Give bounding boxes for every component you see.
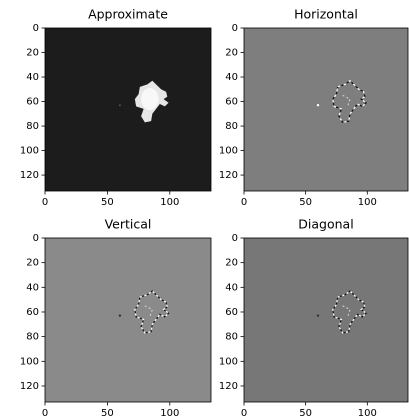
x-tick-label: 50: [101, 197, 114, 208]
y-tick-label: 80: [26, 121, 39, 132]
image-speck: [316, 103, 320, 107]
y-tick-label: 40: [225, 282, 238, 293]
axes-frame: [44, 27, 212, 192]
panel: Vertical 0 50 100 0 20 40 60 80 100 120: [20, 217, 212, 419]
y-tick-label: 20: [26, 48, 39, 59]
image-edge: [332, 290, 368, 334]
image-edge: [332, 79, 368, 124]
image-background: [45, 238, 211, 402]
y-tick-label: 20: [26, 258, 39, 269]
x-tick-label: 0: [241, 197, 247, 208]
x-tick-label: 0: [42, 408, 48, 419]
y-tick-label: 0: [33, 23, 39, 34]
x-tick-label: 100: [358, 197, 377, 208]
y-tick-label: 40: [26, 282, 39, 293]
y-tick-label: 60: [225, 97, 238, 108]
y-tick-label: 120: [219, 170, 238, 181]
x-tick-label: 50: [101, 408, 114, 419]
image: [45, 238, 211, 402]
image-speck: [118, 104, 121, 107]
y-tick-label: 120: [219, 381, 238, 392]
x-tick-label: 100: [160, 408, 179, 419]
x-tick-label: 50: [299, 408, 312, 419]
y-tick-label: 60: [26, 307, 39, 318]
image-background: [244, 238, 408, 402]
y-tick-label: 0: [232, 233, 238, 244]
y-tick-label: 120: [20, 381, 39, 392]
panel-title: Horizontal: [294, 7, 358, 22]
image-edge: [134, 290, 170, 334]
image-edge: [134, 290, 170, 334]
panel-title: Vertical: [105, 217, 152, 232]
panel: Horizontal 0 50 100 0 20 40 60 80 100 120: [219, 7, 409, 208]
y-tick-label: 80: [225, 121, 238, 132]
y-tick-label: 100: [20, 146, 39, 157]
y-tick-label: 40: [26, 72, 39, 83]
y-tick-label: 100: [20, 356, 39, 367]
panel: Approximate 0 50 100 0 20 40 60 80 100 120: [20, 7, 212, 208]
y-tick-label: 60: [225, 307, 238, 318]
image-speck: [316, 314, 320, 317]
axes-frame: [243, 237, 409, 403]
panel-title: Approximate: [88, 7, 168, 22]
x-tick-label: 0: [42, 197, 48, 208]
axes-frame: [243, 27, 409, 192]
y-tick-label: 80: [26, 332, 39, 343]
y-tick-label: 20: [225, 258, 238, 269]
axes-frame: [44, 237, 212, 403]
panel-title: Diagonal: [298, 217, 353, 232]
x-tick-label: 50: [299, 197, 312, 208]
y-tick-label: 0: [232, 23, 238, 34]
y-tick-label: 60: [26, 97, 39, 108]
image-edge: [342, 94, 351, 107]
y-tick-label: 40: [225, 72, 238, 83]
panel: Diagonal 0 50 100 0 20 40 60 80 100 120: [219, 217, 409, 419]
image: [244, 238, 408, 402]
y-tick-label: 20: [225, 48, 238, 59]
image-background: [45, 28, 211, 191]
x-tick-label: 100: [160, 197, 179, 208]
image-speck: [118, 314, 122, 317]
image-background: [244, 28, 408, 191]
x-tick-label: 0: [241, 408, 247, 419]
image-edge: [144, 305, 153, 318]
y-tick-label: 100: [219, 146, 238, 157]
image: [45, 28, 211, 191]
y-tick-label: 80: [225, 332, 238, 343]
y-tick-label: 0: [33, 233, 39, 244]
image-edge: [342, 305, 351, 318]
image-edge: [332, 290, 368, 334]
y-tick-label: 120: [20, 170, 39, 181]
image: [244, 28, 408, 191]
image-region: [141, 88, 159, 111]
y-tick-label: 100: [219, 356, 238, 367]
x-tick-label: 100: [358, 408, 377, 419]
